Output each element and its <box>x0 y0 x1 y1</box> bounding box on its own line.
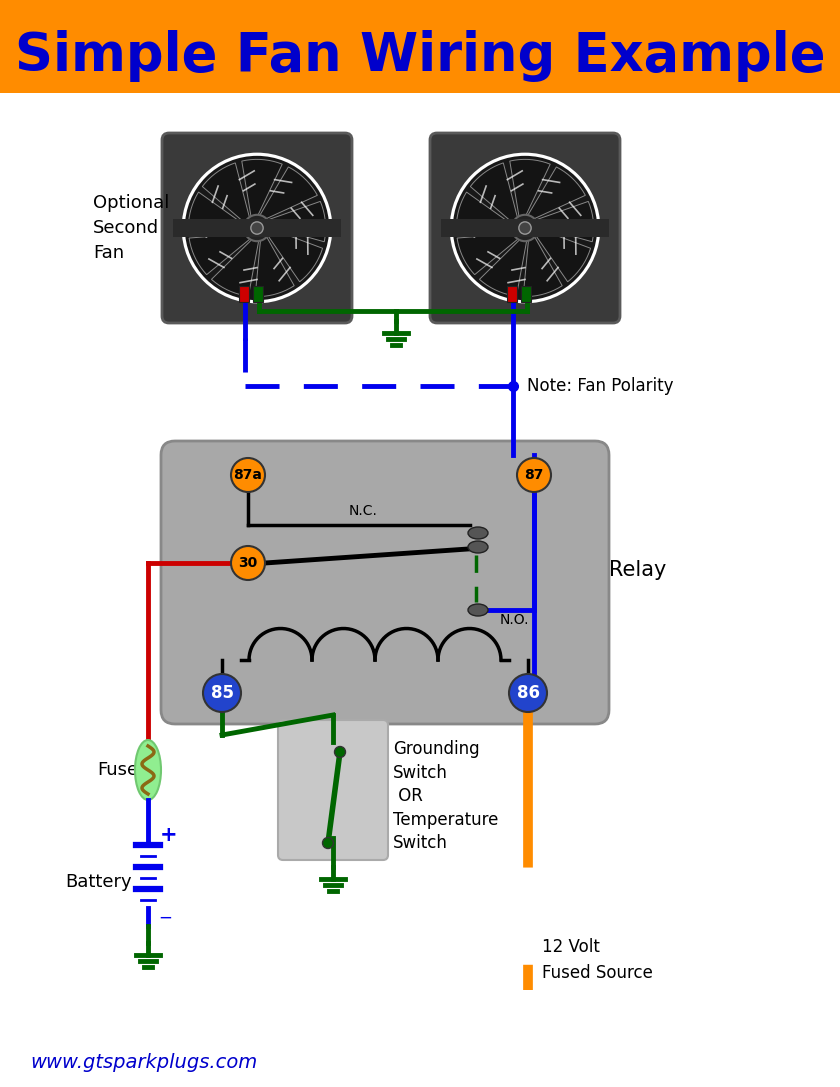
Ellipse shape <box>468 527 488 539</box>
Circle shape <box>180 151 334 305</box>
Text: 86: 86 <box>517 684 539 702</box>
Circle shape <box>453 155 597 300</box>
Polygon shape <box>259 167 318 220</box>
Polygon shape <box>267 228 323 282</box>
Text: 12 Volt
Fused Source: 12 Volt Fused Source <box>542 938 653 982</box>
Text: 87: 87 <box>524 468 543 482</box>
Text: Optional
Second
Fan: Optional Second Fan <box>93 193 170 262</box>
Text: www.gtsparkplugs.com: www.gtsparkplugs.com <box>30 1052 257 1072</box>
Circle shape <box>231 458 265 492</box>
Text: N.C.: N.C. <box>349 504 377 518</box>
Text: −: − <box>158 909 172 927</box>
Text: Relay: Relay <box>609 560 666 579</box>
Circle shape <box>512 215 538 241</box>
Bar <box>521 286 531 302</box>
Text: 85: 85 <box>211 684 234 702</box>
Polygon shape <box>212 239 259 296</box>
Polygon shape <box>535 228 591 282</box>
FancyBboxPatch shape <box>430 133 620 323</box>
Circle shape <box>185 155 329 300</box>
Ellipse shape <box>468 541 488 553</box>
Polygon shape <box>242 160 282 218</box>
Text: 30: 30 <box>239 555 258 570</box>
Ellipse shape <box>468 604 488 616</box>
Text: Note: Fan Polarity: Note: Fan Polarity <box>527 377 674 395</box>
Text: Grounding
Switch
 OR
Temperature
Switch: Grounding Switch OR Temperature Switch <box>393 740 498 852</box>
Polygon shape <box>202 163 249 224</box>
Polygon shape <box>265 201 326 241</box>
Circle shape <box>334 747 345 758</box>
Bar <box>253 286 263 302</box>
Polygon shape <box>527 167 585 220</box>
Polygon shape <box>189 234 251 275</box>
Text: Fuse: Fuse <box>97 761 138 779</box>
Circle shape <box>519 222 531 234</box>
Circle shape <box>509 674 547 712</box>
Circle shape <box>203 674 241 712</box>
FancyBboxPatch shape <box>161 441 609 724</box>
Text: +: + <box>160 825 177 845</box>
Bar <box>173 220 340 237</box>
Circle shape <box>517 458 551 492</box>
Polygon shape <box>255 236 294 297</box>
Polygon shape <box>456 192 514 232</box>
FancyBboxPatch shape <box>278 720 388 860</box>
Circle shape <box>323 837 333 849</box>
Bar <box>441 220 609 237</box>
Polygon shape <box>523 236 562 297</box>
Polygon shape <box>470 163 518 224</box>
Polygon shape <box>533 201 594 241</box>
Text: Simple Fan Wiring Example: Simple Fan Wiring Example <box>15 30 825 82</box>
Polygon shape <box>457 234 519 275</box>
Text: N.O.: N.O. <box>500 613 529 627</box>
Circle shape <box>244 215 270 241</box>
Polygon shape <box>510 160 550 218</box>
Text: 87a: 87a <box>234 468 262 482</box>
Text: Battery: Battery <box>66 873 132 891</box>
Circle shape <box>251 222 263 234</box>
Bar <box>0 0 840 93</box>
Ellipse shape <box>135 740 161 800</box>
FancyBboxPatch shape <box>162 133 352 323</box>
Bar <box>507 286 517 302</box>
Polygon shape <box>188 192 246 232</box>
Bar <box>239 286 249 302</box>
Circle shape <box>231 546 265 580</box>
Polygon shape <box>480 239 527 296</box>
Circle shape <box>448 151 602 305</box>
